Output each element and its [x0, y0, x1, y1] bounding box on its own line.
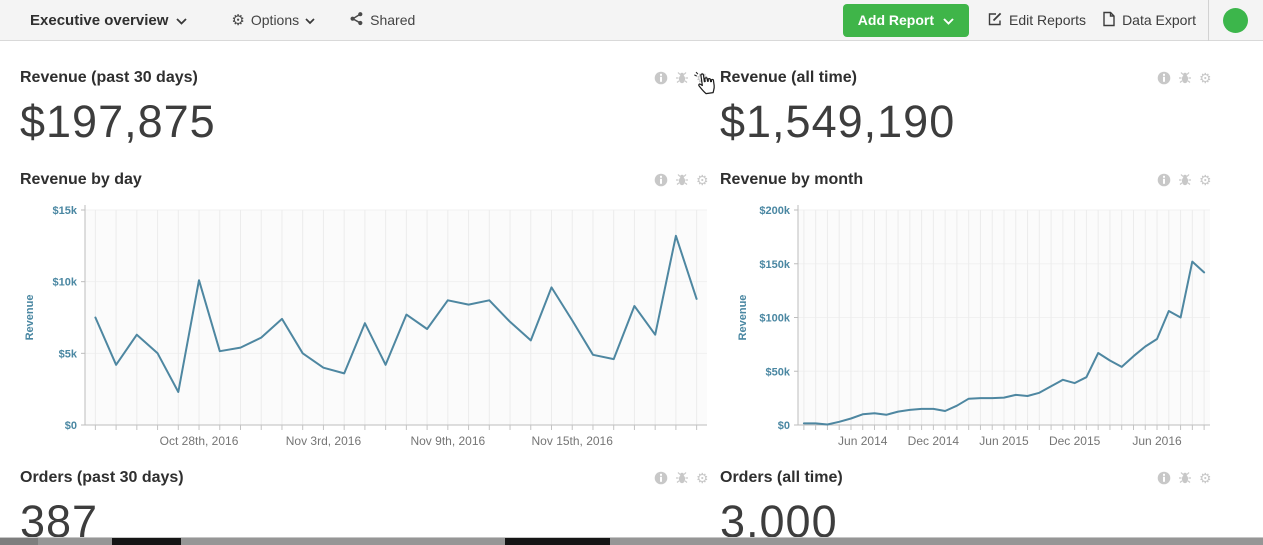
panel-revenue-all: Revenue (all time) ⚙ $1,549,190	[720, 63, 1213, 148]
info-icon[interactable]	[654, 173, 668, 187]
panel-title: Revenue (all time)	[720, 69, 857, 86]
shared-button[interactable]: Shared	[349, 11, 415, 29]
panel-icon-group: ⚙	[1157, 469, 1213, 485]
revenue-by-day-chart[interactable]: $0 $5k $10k $15k Oct 28th, 2016 Nov 3rd, 2016…	[20, 195, 710, 457]
bug-icon[interactable]	[1178, 173, 1192, 187]
panel-revenue-30d: Revenue (past 30 days) ⚙ $197,875	[20, 63, 710, 148]
revenue-by-month-chart[interactable]: $0 $50k $100k $150k $200k Jun 2014 Dec 2014 Jun…	[720, 195, 1213, 457]
metric-value: 3,000	[720, 496, 838, 545]
options-label: Options	[250, 12, 300, 28]
metric-value: $1,549,190	[720, 96, 956, 147]
toolbar-right-group: Add Report Edit Reports	[842, 0, 1263, 41]
panel-orders-all: Orders (all time) ⚙ 3,000	[720, 463, 1213, 545]
document-icon	[1102, 11, 1116, 30]
info-icon[interactable]	[1157, 471, 1171, 485]
shared-label: Shared	[370, 12, 416, 28]
user-avatar[interactable]	[1223, 7, 1248, 33]
bug-icon[interactable]	[675, 471, 689, 485]
svg-text:$15k: $15k	[53, 205, 78, 217]
data-export-button[interactable]: Data Export	[1102, 11, 1196, 30]
svg-text:$5k: $5k	[59, 348, 78, 360]
metric-value: 387	[20, 496, 99, 545]
panel-title: Revenue by day	[20, 171, 142, 188]
gear-icon[interactable]: ⚙	[696, 172, 709, 188]
metric-value: $197,875	[20, 96, 216, 147]
cutoff-segment	[505, 538, 610, 545]
add-report-label: Add Report	[857, 12, 935, 28]
panel-icon-group: ⚙	[654, 469, 710, 485]
gear-icon[interactable]: ⚙	[1199, 70, 1212, 86]
gear-icon[interactable]: ⚙	[1199, 470, 1212, 486]
info-icon[interactable]	[1157, 71, 1171, 85]
data-export-label: Data Export	[1122, 12, 1196, 28]
svg-text:$50k: $50k	[766, 366, 791, 378]
chevron-down-icon	[176, 12, 188, 29]
gear-icon: ⚙	[231, 11, 245, 29]
share-icon	[349, 11, 364, 29]
panel-icon-group: ⚙	[654, 69, 710, 85]
svg-text:Revenue: Revenue	[24, 295, 36, 341]
panel-title: Revenue by month	[720, 171, 864, 188]
svg-text:$0: $0	[65, 420, 77, 432]
svg-text:Jun 2014: Jun 2014	[838, 434, 888, 448]
svg-text:Nov 9th, 2016: Nov 9th, 2016	[410, 434, 485, 448]
dashboard-title: Executive overview	[30, 11, 169, 29]
info-icon[interactable]	[1157, 173, 1171, 187]
cutoff-next-row-strip	[0, 537, 1263, 545]
svg-text:$200k: $200k	[759, 205, 790, 217]
top-toolbar: Executive overview ⚙ Options	[0, 0, 1263, 41]
info-icon[interactable]	[654, 471, 668, 485]
gear-icon[interactable]: ⚙	[1199, 172, 1212, 188]
panel-icon-group: ⚙	[1157, 171, 1213, 187]
svg-text:Dec 2015: Dec 2015	[1049, 434, 1101, 448]
svg-text:$10k: $10k	[53, 277, 78, 289]
options-menu[interactable]: ⚙ Options	[231, 12, 315, 28]
svg-text:Oct 28th, 2016: Oct 28th, 2016	[160, 434, 239, 448]
dashboard-title-menu[interactable]: Executive overview	[30, 11, 188, 29]
svg-text:Dec 2014: Dec 2014	[908, 434, 960, 448]
toolbar-left-group: Executive overview ⚙ Options	[0, 11, 415, 29]
edit-reports-label: Edit Reports	[1009, 12, 1087, 28]
svg-text:Jun 2015: Jun 2015	[979, 434, 1029, 448]
svg-text:$150k: $150k	[759, 259, 790, 271]
chevron-down-icon	[943, 12, 954, 28]
panel-title: Orders (all time)	[720, 469, 843, 486]
edit-reports-button[interactable]: Edit Reports	[987, 11, 1086, 30]
bug-icon[interactable]	[1178, 471, 1192, 485]
panel-revenue-by-day: Revenue by day ⚙ $0 $5k $10k $15k Oct 28th, …	[20, 165, 710, 457]
svg-text:$0: $0	[778, 420, 790, 432]
gear-icon[interactable]: ⚙	[696, 70, 709, 86]
svg-text:Nov 3rd, 2016: Nov 3rd, 2016	[286, 434, 362, 448]
toolbar-divider	[1208, 0, 1209, 41]
svg-text:$100k: $100k	[759, 313, 790, 325]
add-report-button[interactable]: Add Report	[842, 3, 970, 37]
cutoff-segment	[112, 538, 181, 545]
cutoff-segment	[0, 538, 38, 545]
bug-icon[interactable]	[675, 71, 689, 85]
gear-icon[interactable]: ⚙	[696, 470, 709, 486]
edit-pencil-icon	[987, 11, 1003, 30]
chevron-down-icon	[305, 12, 315, 28]
panel-revenue-by-month: Revenue by month ⚙ $0 $50k $100k $150k $200k…	[720, 165, 1213, 457]
panel-title: Orders (past 30 days)	[20, 469, 184, 486]
bug-icon[interactable]	[1178, 71, 1192, 85]
svg-text:Nov 15th, 2016: Nov 15th, 2016	[532, 434, 614, 448]
panel-icon-group: ⚙	[654, 171, 710, 187]
svg-text:Revenue: Revenue	[737, 295, 749, 341]
info-icon[interactable]	[654, 71, 668, 85]
bug-icon[interactable]	[675, 173, 689, 187]
svg-text:Jun 2016: Jun 2016	[1132, 434, 1182, 448]
panel-icon-group: ⚙	[1157, 69, 1213, 85]
panel-orders-30d: Orders (past 30 days) ⚙ 387	[20, 463, 710, 545]
panel-title: Revenue (past 30 days)	[20, 69, 198, 86]
